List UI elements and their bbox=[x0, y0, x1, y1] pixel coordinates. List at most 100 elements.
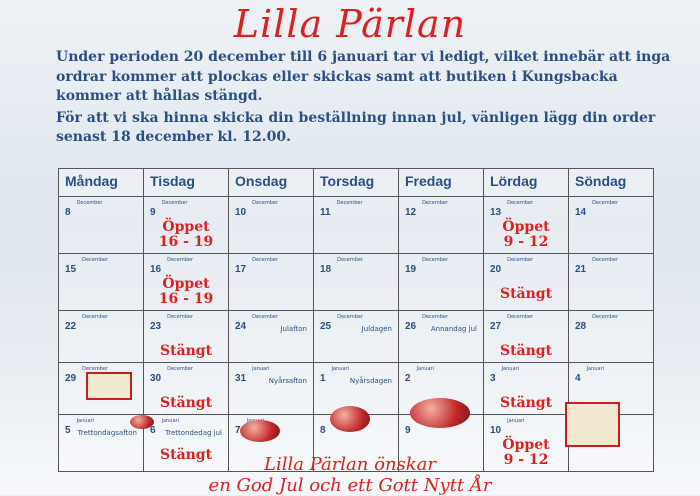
day-cell: 22 December bbox=[58, 310, 144, 363]
month-label: December bbox=[507, 314, 534, 320]
month-label: Januari bbox=[161, 418, 179, 424]
month-label: December bbox=[507, 200, 534, 206]
day-number: 5 bbox=[65, 425, 71, 436]
month-label: December bbox=[82, 314, 109, 320]
status-label: Stängt bbox=[499, 395, 553, 411]
day-cell: 24 December Julafton bbox=[228, 310, 314, 363]
status-label: Stängt bbox=[499, 286, 553, 302]
day-cell: 12 December bbox=[398, 196, 484, 254]
day-cell: 9 December Öppet 16 - 19 bbox=[143, 196, 229, 254]
day-cell: 13 December Öppet 9 - 12 bbox=[483, 196, 569, 254]
day-cell: 30 December Stängt bbox=[143, 362, 229, 415]
status-label: Stängt bbox=[159, 447, 213, 463]
weekday-header: Torsdag bbox=[313, 168, 399, 197]
week-row: 22December 23December Stängt 24December Jula… bbox=[58, 310, 654, 363]
day-cell: 26 December Annandag jul bbox=[398, 310, 484, 363]
month-label: December bbox=[336, 200, 363, 206]
holiday-label: Nyårsafton bbox=[268, 377, 307, 385]
status-label: Öppet 16 - 19 bbox=[158, 219, 214, 250]
month-label: Januari bbox=[252, 366, 270, 372]
day-number: 30 bbox=[150, 373, 162, 384]
month-label: December bbox=[167, 366, 194, 372]
month-label: Januari bbox=[586, 366, 604, 372]
day-cell: 18 December bbox=[313, 253, 399, 311]
month-label: December bbox=[161, 200, 188, 206]
status-label: Öppet 9 - 12 bbox=[502, 219, 550, 250]
month-label: December bbox=[82, 366, 109, 372]
day-number: 23 bbox=[150, 321, 162, 332]
day-cell: 21 December bbox=[568, 253, 654, 311]
day-cell: 15 December bbox=[58, 253, 144, 311]
month-label: Januari bbox=[416, 366, 434, 372]
day-number: 10 bbox=[490, 425, 502, 436]
day-number: 31 bbox=[235, 373, 247, 384]
day-number: 1 bbox=[320, 373, 326, 384]
day-number: 10 bbox=[235, 207, 247, 218]
day-number: 9 bbox=[405, 425, 411, 436]
month-label: Januari bbox=[76, 418, 94, 424]
day-cell: 6 Januari Trettondedag jul Stängt bbox=[143, 414, 229, 472]
day-number: 9 bbox=[150, 207, 156, 218]
day-number: 11 bbox=[320, 207, 331, 218]
day-number: 16 bbox=[150, 264, 162, 275]
day-number: 26 bbox=[405, 321, 417, 332]
month-label: December bbox=[592, 257, 619, 263]
day-number: 24 bbox=[235, 321, 247, 332]
day-cell: 20 December Stängt bbox=[483, 253, 569, 311]
day-number: 27 bbox=[490, 321, 502, 332]
intro-paragraph: Under perioden 20 december till 6 januar… bbox=[56, 49, 671, 104]
page-title: Lilla Pärlan bbox=[233, 2, 467, 46]
status-label: Öppet 16 - 19 bbox=[158, 276, 214, 307]
holiday-label: Trettondedag jul bbox=[165, 429, 222, 437]
day-cell: 8 December bbox=[58, 196, 144, 254]
month-label: December bbox=[252, 257, 279, 263]
holiday-label: Annandag jul bbox=[430, 325, 477, 333]
month-label: December bbox=[76, 200, 103, 206]
day-cell: 14 December bbox=[568, 196, 654, 254]
day-number: 2 bbox=[405, 373, 411, 384]
day-number: 7 bbox=[235, 425, 241, 436]
day-cell: 1 Januari Nyårsdagen bbox=[313, 362, 399, 415]
month-label: December bbox=[592, 200, 619, 206]
month-label: Januari bbox=[507, 418, 525, 424]
footer-line: en God Jul och ett Gott Nytt År bbox=[208, 475, 492, 496]
week-row: 8 December 9 December Öppet 16 - 19 10 December… bbox=[58, 196, 654, 254]
weekday-header: Söndag bbox=[568, 168, 654, 197]
day-number: 20 bbox=[490, 264, 502, 275]
status-label: Öppet 9 - 12 bbox=[502, 437, 550, 468]
day-number: 15 bbox=[65, 264, 77, 275]
day-number: 8 bbox=[65, 207, 71, 218]
day-cell: 19 December bbox=[398, 253, 484, 311]
ornament-icon bbox=[330, 406, 370, 432]
gift-icon bbox=[565, 402, 620, 447]
day-number: 4 bbox=[575, 373, 581, 384]
day-number: 21 bbox=[575, 264, 587, 275]
weekday-header: Fredag bbox=[398, 168, 484, 197]
month-label: December bbox=[422, 314, 449, 320]
day-cell: 23 December Stängt bbox=[143, 310, 229, 363]
day-cell: 31 Januari Nyårsafton bbox=[228, 362, 314, 415]
weekday-header: Onsdag bbox=[228, 168, 314, 197]
day-number: 28 bbox=[575, 321, 587, 332]
month-label: December bbox=[337, 257, 364, 263]
holiday-label: Trettondagsafton bbox=[77, 429, 137, 437]
month-label: December bbox=[167, 257, 194, 263]
month-label: Januari bbox=[331, 366, 349, 372]
intro-paragraph: För att vi ska hinna skicka din beställn… bbox=[56, 109, 656, 146]
footer-greeting: Lilla Pärlan önskar en God Jul och ett G… bbox=[0, 454, 700, 496]
status-label: Stängt bbox=[499, 343, 553, 359]
day-cell: 11 December bbox=[313, 196, 399, 254]
day-number: 13 bbox=[490, 207, 502, 218]
weekday-header: Måndag bbox=[58, 168, 144, 197]
month-label: December bbox=[252, 200, 279, 206]
day-cell: 27 December Stängt bbox=[483, 310, 569, 363]
weekday-header: Tisdag bbox=[143, 168, 229, 197]
gift-icon bbox=[86, 372, 132, 400]
weekday-header: Lördag bbox=[483, 168, 569, 197]
day-number: 22 bbox=[65, 321, 77, 332]
day-cell: 16 December Öppet 16 - 19 bbox=[143, 253, 229, 311]
day-number: 3 bbox=[490, 373, 496, 384]
month-label: December bbox=[252, 314, 279, 320]
day-number: 25 bbox=[320, 321, 332, 332]
day-cell: 25 December Juldagen bbox=[313, 310, 399, 363]
